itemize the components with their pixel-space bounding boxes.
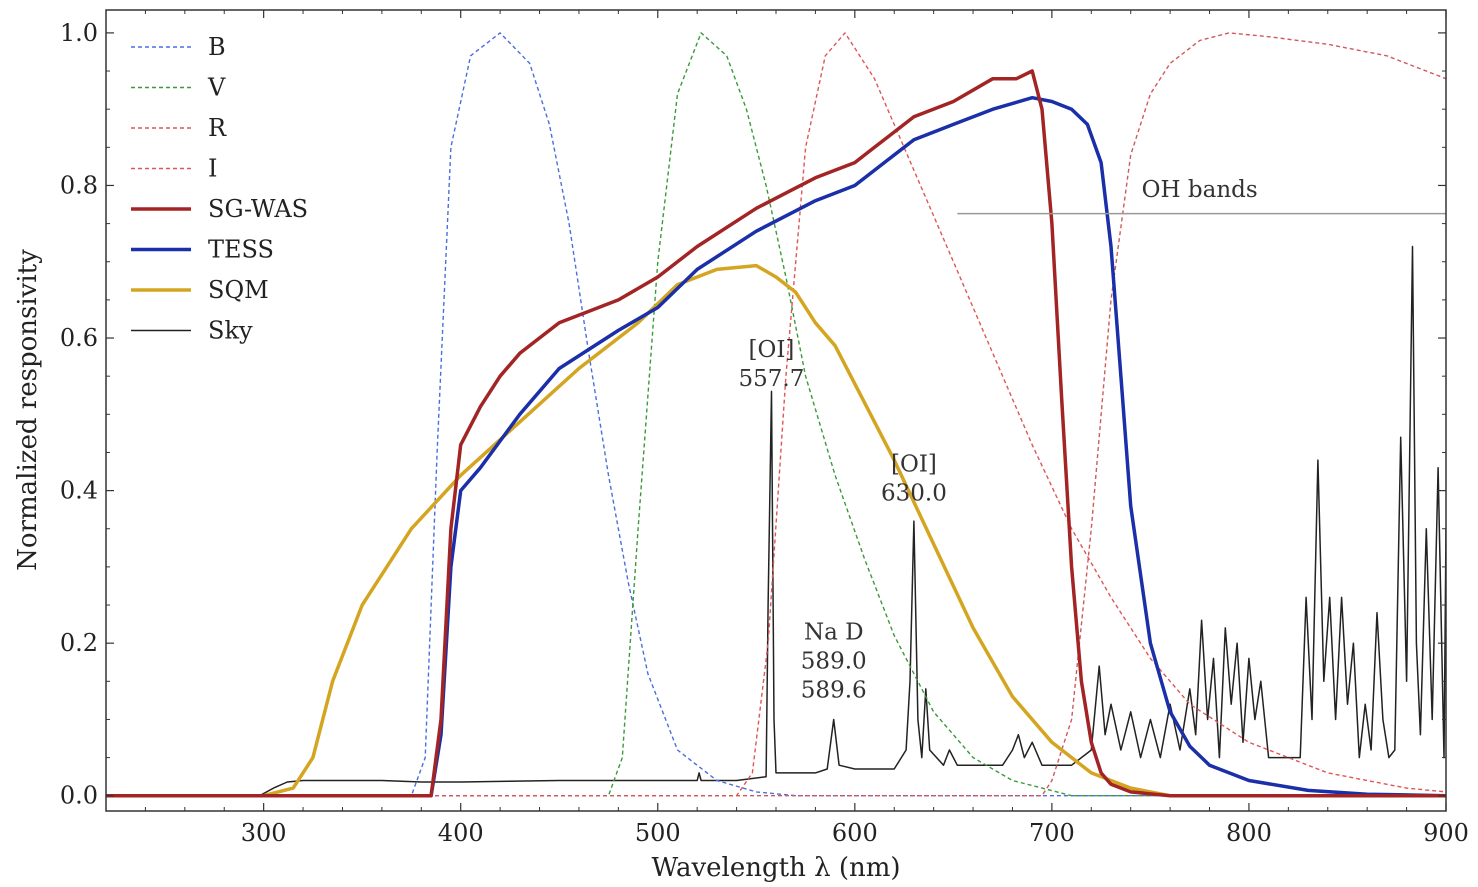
x-axis-label: Wavelength λ (nm)	[651, 853, 900, 883]
annotation-label: [OI]	[891, 452, 937, 478]
legend-label: TESS	[208, 236, 274, 264]
x-tick-label: 800	[1226, 819, 1272, 847]
y-tick-label: 0.0	[60, 782, 98, 810]
annotation-label: 589.6	[801, 677, 867, 703]
series-line-sg-was	[106, 69, 1446, 798]
series-line-b	[106, 32, 1446, 797]
legend-item-i: I	[131, 155, 217, 183]
annotation-label: 630.0	[881, 481, 947, 507]
series-line-v	[106, 32, 1446, 797]
tick-layer: 300 400 500 600 700 800 900 0.0 0.2 0.4 0.6 0.8 1.0	[60, 10, 1469, 847]
annotation-label: Na D	[804, 619, 864, 645]
legend-label: I	[208, 155, 217, 183]
annotation-label: OH bands	[1142, 177, 1258, 203]
annotation-label: [OI]	[749, 337, 795, 363]
series-line-sqm	[106, 263, 1446, 798]
x-tick-label: 900	[1423, 819, 1469, 847]
legend-label: SG-WAS	[208, 195, 308, 223]
annotation-label: 589.0	[801, 648, 867, 674]
legend-label: SQM	[208, 276, 269, 304]
legend-item-sg-was: SG-WAS	[131, 195, 308, 223]
y-tick-label: 0.8	[60, 171, 98, 199]
x-tick-label: 700	[1029, 819, 1075, 847]
y-tick-label: 1.0	[60, 19, 98, 47]
series-line-tess	[106, 95, 1446, 798]
legend-item-tess: TESS	[131, 236, 274, 264]
legend-label: V	[207, 74, 226, 102]
series-line-i	[106, 32, 1446, 797]
annotation: [OI] 630.0	[881, 452, 947, 507]
series-layer	[106, 32, 1446, 798]
annotation: [OI] 557.7	[739, 337, 805, 392]
annotation: Na D 589.0 589.6	[801, 619, 867, 703]
annotation-label: 557.7	[739, 366, 805, 392]
legend-item-b: B	[131, 33, 226, 61]
legend-label: B	[208, 33, 226, 61]
y-tick-label: 0.2	[60, 629, 98, 657]
legend-label: R	[208, 114, 227, 142]
legend-item-r: R	[131, 114, 227, 142]
y-axis-label: Normalized responsivity	[13, 249, 43, 571]
legend-item-sky: Sky	[131, 317, 253, 345]
annotation-layer: [OI] 557.7 Na D 589.0 589.6 [OI] 630.0 OH bands	[739, 177, 1446, 703]
legend-item-sqm: SQM	[131, 276, 269, 304]
x-tick-label: 600	[832, 819, 878, 847]
x-tick-label: 400	[438, 819, 484, 847]
series-line-sky	[106, 245, 1446, 797]
legend-label: Sky	[208, 317, 253, 345]
plot-frame	[105, 9, 1447, 812]
y-tick-label: 0.6	[60, 324, 98, 352]
y-tick-label: 0.4	[60, 477, 98, 505]
x-tick-label: 300	[241, 819, 287, 847]
series-line-r	[106, 32, 1446, 797]
plot-area	[106, 10, 1446, 811]
x-tick-label: 500	[635, 819, 681, 847]
legend-item-v: V	[131, 74, 226, 102]
annotation: OH bands	[957, 177, 1446, 215]
